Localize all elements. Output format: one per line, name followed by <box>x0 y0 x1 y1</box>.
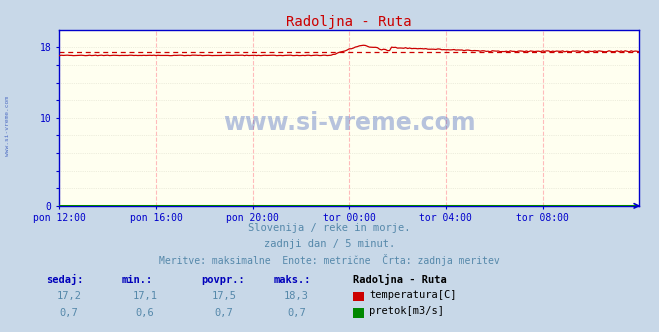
Text: Meritve: maksimalne  Enote: metrične  Črta: zadnja meritev: Meritve: maksimalne Enote: metrične Črta… <box>159 254 500 266</box>
Text: zadnji dan / 5 minut.: zadnji dan / 5 minut. <box>264 239 395 249</box>
Text: Radoljna - Ruta: Radoljna - Ruta <box>353 274 446 285</box>
Text: maks.:: maks.: <box>273 275 311 285</box>
Text: 0,7: 0,7 <box>287 308 306 318</box>
Text: sedaj:: sedaj: <box>46 274 84 285</box>
Text: min.:: min.: <box>122 275 153 285</box>
Text: 0,7: 0,7 <box>60 308 78 318</box>
Text: Slovenija / reke in morje.: Slovenija / reke in morje. <box>248 223 411 233</box>
Text: www.si-vreme.com: www.si-vreme.com <box>5 96 11 156</box>
Text: temperatura[C]: temperatura[C] <box>369 290 457 300</box>
Title: Radoljna - Ruta: Radoljna - Ruta <box>287 15 412 29</box>
Text: 18,3: 18,3 <box>284 291 309 301</box>
Text: 17,1: 17,1 <box>132 291 158 301</box>
Text: 17,2: 17,2 <box>57 291 82 301</box>
Text: 0,7: 0,7 <box>215 308 233 318</box>
Text: 17,5: 17,5 <box>212 291 237 301</box>
Text: www.si-vreme.com: www.si-vreme.com <box>223 111 476 135</box>
Text: povpr.:: povpr.: <box>201 275 244 285</box>
Text: 0,6: 0,6 <box>136 308 154 318</box>
Text: pretok[m3/s]: pretok[m3/s] <box>369 306 444 316</box>
